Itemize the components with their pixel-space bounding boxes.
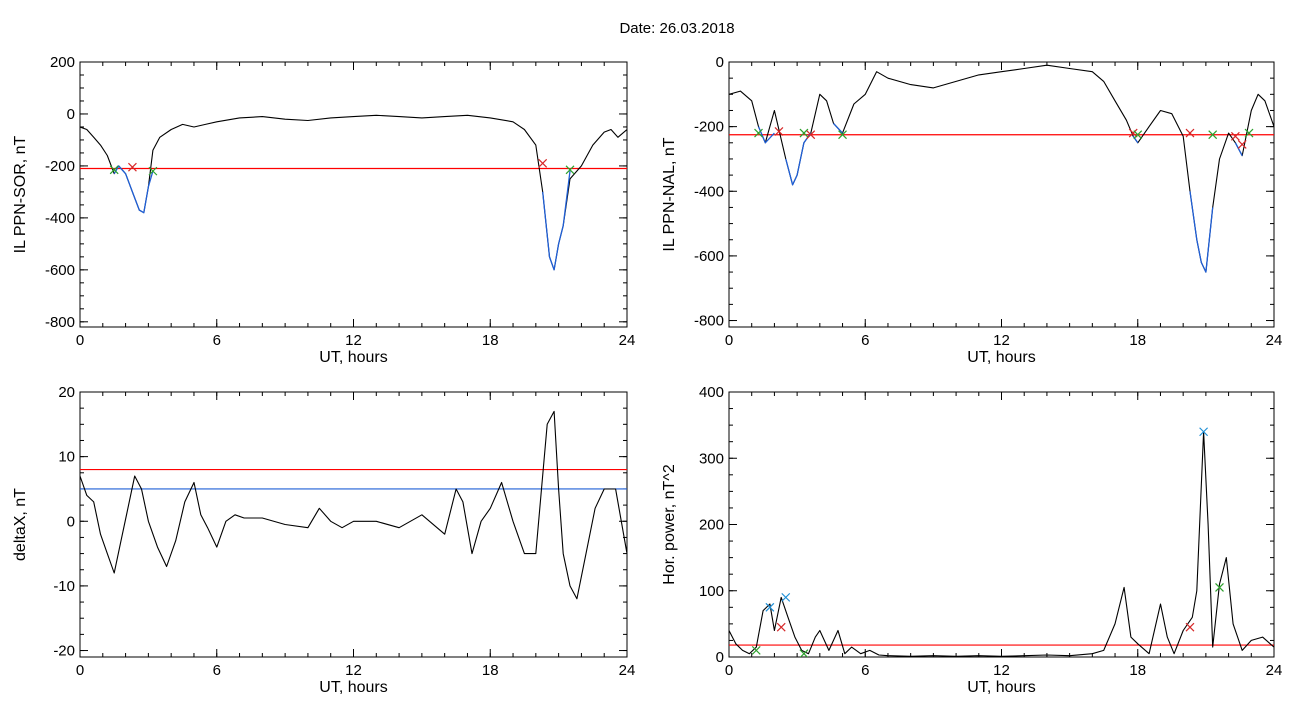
x-axis-label: UT, hours [967,679,1035,696]
y-tick-label: -800 [45,314,75,331]
x-tick-label: 6 [213,332,221,349]
y-tick-label: 0 [716,649,724,666]
cross-marker [765,602,775,612]
x-axis-label: UT, hours [319,679,387,696]
y-tick-label: -10 [53,578,75,595]
x-tick-label: 6 [213,662,221,679]
y-tick-label: -400 [694,183,724,200]
cross-marker [1244,128,1254,138]
y-axis-label: deltaX, nT [12,488,29,561]
cross-marker [565,165,575,175]
highlight-segment [1234,142,1243,157]
panel-sor: 0 6 12 18 24 200 0 -200 -400 -600 -800 UT, hours IL … [12,54,635,366]
highlight-segment [113,165,154,214]
x-tick-label: 6 [861,662,869,679]
cross-marker [799,649,809,657]
x-tick-label: 0 [76,662,84,679]
y-tick-label: 0 [67,106,75,123]
cross-marker [148,166,158,176]
x-tick-label: 12 [345,662,362,679]
panel-deltax: 0 6 12 18 24 20 10 0 -10 -20 UT, hours deltaX, nT [12,384,635,696]
cross-marker [781,592,791,602]
x-tick-label: 24 [1266,332,1283,349]
cross-marker [838,130,847,140]
y-axis-label: IL PPN-SOR, nT [12,135,29,253]
y-tick-label: 20 [58,384,75,401]
panel-hor-power: 0 6 12 18 24 400 300 200 100 0 UT, hours Hor. power… [661,384,1282,696]
y-tick-label: 400 [699,384,724,401]
cross-marker [799,128,809,138]
highlight-segment [1189,191,1214,273]
x-tick-label: 12 [993,662,1010,679]
highlight-segment [1132,135,1139,144]
y-axis-label: Hor. power, nT^2 [661,464,678,585]
x-tick-label: 24 [619,332,636,349]
plot-area [729,64,1274,273]
y-tick-label: 0 [67,513,75,530]
cross-marker [538,158,548,168]
x-tick-label: 6 [861,332,869,349]
highlight-segment [833,122,843,134]
y-tick-label: 200 [50,54,75,71]
cross-marker [109,165,119,175]
highlight-segment [785,132,812,186]
y-tick-label: -20 [53,643,75,660]
x-tick-label: 24 [1266,662,1283,679]
cross-marker [1185,622,1195,632]
x-axis-label: UT, hours [319,349,387,366]
x-axis-label: UT, hours [967,349,1035,366]
x-tick-label: 24 [619,662,636,679]
plot-area [80,114,627,271]
plot-frame [79,391,628,658]
y-tick-label: -200 [694,119,724,136]
x-tick-label: 18 [1129,332,1146,349]
x-tick-label: 18 [1129,662,1146,679]
panel-nal: 0 6 12 18 24 0 -200 -400 -600 -800 UT, hours IL PPN… [661,54,1282,366]
cross-marker [751,645,761,655]
cross-marker [1199,427,1209,437]
y-tick-label: -200 [45,158,75,175]
plot-area [80,410,627,600]
y-tick-label: -800 [694,313,724,330]
cross-marker [1215,583,1224,592]
series-line [729,431,1274,657]
series-line [80,114,627,271]
series-line [729,64,1274,273]
cross-marker [776,622,786,632]
plot-frame [79,61,628,328]
y-tick-label: 300 [699,450,724,467]
x-tick-label: 0 [76,332,84,349]
cross-marker [754,128,763,138]
plot-frame [728,61,1275,328]
cross-marker [1208,130,1218,140]
y-tick-label: 200 [699,517,724,534]
cross-marker [806,130,816,140]
x-tick-label: 0 [725,662,733,679]
plot-area [729,427,1274,657]
x-tick-label: 18 [482,662,499,679]
highlight-segment [757,126,775,144]
cross-marker [1133,130,1143,140]
cross-marker [1230,131,1240,141]
highlight-segment [542,171,571,271]
x-tick-label: 12 [993,332,1010,349]
y-axis-label: IL PPN-NAL, nT [661,137,678,251]
y-tick-label: -600 [694,248,724,265]
cross-marker [774,127,784,136]
x-tick-label: 0 [725,332,733,349]
x-tick-label: 18 [482,332,499,349]
y-tick-label: -600 [45,262,75,279]
series-line [80,410,627,600]
y-tick-label: -400 [45,210,75,227]
y-tick-label: 100 [699,583,724,600]
y-tick-label: 10 [58,449,75,466]
date-title: Date: 26.03.2018 [619,20,734,37]
y-tick-label: 0 [716,54,724,71]
cross-marker [1237,139,1247,149]
cross-marker [127,162,137,172]
x-tick-label: 12 [345,332,362,349]
cross-marker [1185,128,1195,138]
